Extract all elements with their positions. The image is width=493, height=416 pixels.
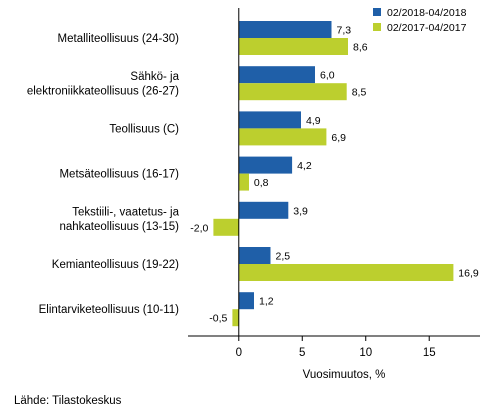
source-note: Lähde: Tilastokeskus (14, 395, 122, 407)
x-tick-label: 10 (359, 347, 372, 359)
value-label: 7,3 (337, 25, 352, 37)
value-label: 1,2 (259, 296, 274, 308)
bar-series-b-0 (238, 38, 348, 55)
bar-series-b-6 (232, 309, 239, 327)
value-label: 6,0 (320, 70, 335, 82)
bar-series-a-5 (238, 247, 271, 264)
category-label: Sähkö- ja (130, 71, 179, 83)
value-label: 16,9 (458, 268, 479, 280)
legend: 02/2018-04/2018 02/2017-04/2017 (373, 7, 467, 34)
value-label: -2,0 (190, 222, 208, 234)
bars-layer (213, 21, 454, 327)
category-label: Kemianteollisuus (19-22) (52, 259, 179, 271)
value-label: 0,8 (254, 177, 269, 189)
value-label: 3,9 (293, 205, 308, 217)
value-label: 6,9 (331, 132, 346, 144)
bar-series-a-1 (238, 66, 315, 84)
category-label: Teollisuus (C) (109, 123, 179, 135)
value-label: -0,5 (209, 313, 227, 325)
legend-label-series-a: 02/2018-04/2018 (387, 7, 467, 19)
value-label: 4,9 (306, 115, 321, 127)
bar-series-a-3 (238, 156, 293, 174)
value-label: 8,6 (353, 42, 368, 54)
bar-series-a-2 (238, 111, 301, 129)
category-label: elektroniikkateollisuus (26-27) (27, 86, 179, 98)
category-label: Tekstiili-, vaatetus- ja (72, 207, 179, 219)
bar-series-a-4 (238, 201, 289, 219)
category-label: nahkateollisuus (13-15) (59, 221, 179, 233)
bar-series-b-3 (238, 173, 249, 191)
bar-series-b-4 (213, 218, 239, 236)
x-tick-label: 0 (236, 347, 242, 359)
legend-swatch-series-b (373, 23, 381, 31)
legend-label-series-b: 02/2017-04/2017 (387, 22, 467, 34)
x-tick-label: 5 (299, 347, 305, 359)
x-tick-label: 15 (423, 347, 436, 359)
category-label: Metalliteollisuus (24-30) (58, 33, 180, 45)
x-ticks-layer: 0 5 10 15 (236, 336, 436, 359)
x-axis-title: Vuosimuutos, % (303, 369, 386, 381)
bar-series-b-5 (238, 264, 454, 281)
category-labels-layer: Metalliteollisuus (24-30) Sähkö- ja elektr… (27, 33, 180, 316)
value-label: 8,5 (352, 87, 367, 99)
bar-series-b-2 (238, 128, 327, 146)
category-label: Metsäteollisuus (16-17) (59, 169, 179, 181)
value-labels-layer: 7,38,6 6,0 8,5 4,9 6,9 4,2 0,8 3,9 -2,0 2,5 16,9 1,… (190, 25, 479, 325)
value-label: 2,5 (276, 251, 291, 263)
category-label: Elintarviketeollisuus (10-11) (39, 304, 180, 316)
bar-series-a-6 (238, 292, 254, 310)
bar-series-a-0 (238, 21, 332, 38)
legend-swatch-series-a (373, 8, 381, 16)
value-label: 4,2 (297, 160, 312, 172)
bar-series-b-1 (238, 83, 347, 101)
